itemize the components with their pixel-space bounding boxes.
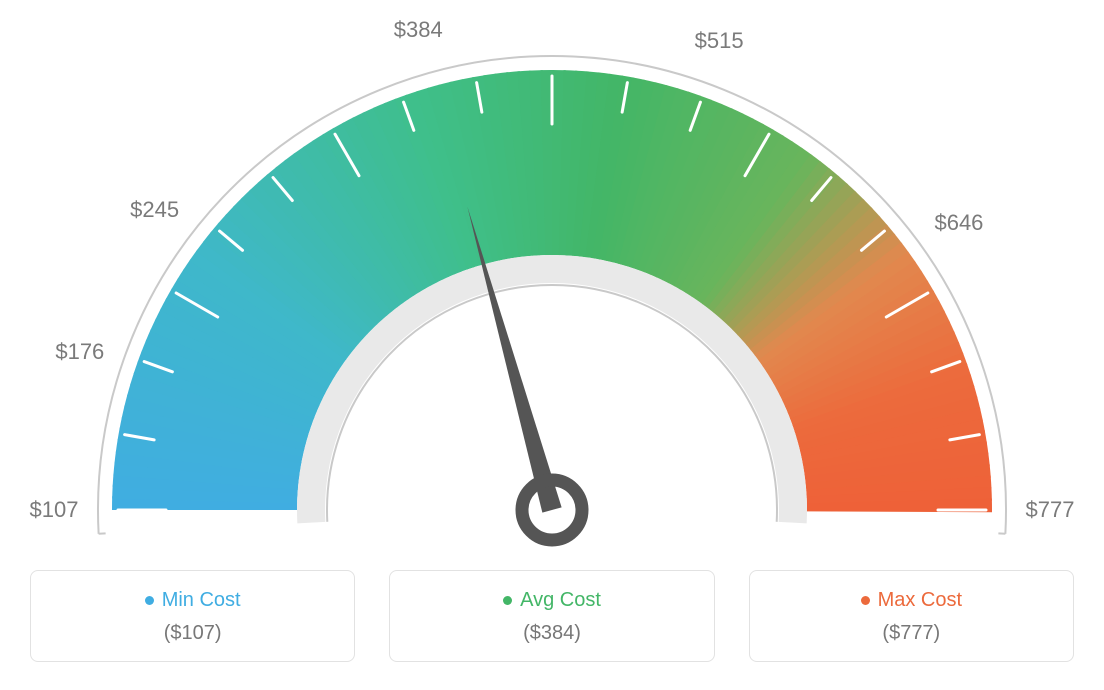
- legend-title-text: Max Cost: [878, 589, 962, 612]
- legend-title-min: Min Cost: [145, 589, 241, 612]
- gauge-tick-label: $777: [1026, 497, 1075, 523]
- gauge-tick-label: $245: [130, 197, 179, 223]
- legend-title-text: Avg Cost: [520, 589, 601, 612]
- dot-icon: [503, 596, 512, 605]
- legend-value-max: ($777): [760, 622, 1063, 645]
- gauge-tick-label: $176: [55, 339, 104, 365]
- legend-value-min: ($107): [41, 622, 344, 645]
- legend-title-avg: Avg Cost: [503, 589, 601, 612]
- legend-card-avg: Avg Cost ($384): [389, 570, 714, 662]
- legend-card-max: Max Cost ($777): [749, 570, 1074, 662]
- legend-title-max: Max Cost: [861, 589, 962, 612]
- legend-title-text: Min Cost: [162, 589, 241, 612]
- legend-value-avg: ($384): [400, 622, 703, 645]
- legend-card-min: Min Cost ($107): [30, 570, 355, 662]
- gauge-tick-label: $515: [695, 28, 744, 54]
- cost-gauge: $107 $176 $245 $384 $515 $646 $777: [0, 0, 1104, 560]
- gauge-tick-label: $646: [934, 210, 983, 236]
- dot-icon: [145, 596, 154, 605]
- legend-row: Min Cost ($107) Avg Cost ($384) Max Cost…: [30, 570, 1074, 662]
- gauge-tick-label: $107: [30, 497, 79, 523]
- gauge-svg: [0, 0, 1104, 560]
- gauge-tick-label: $384: [394, 17, 443, 43]
- dot-icon: [861, 596, 870, 605]
